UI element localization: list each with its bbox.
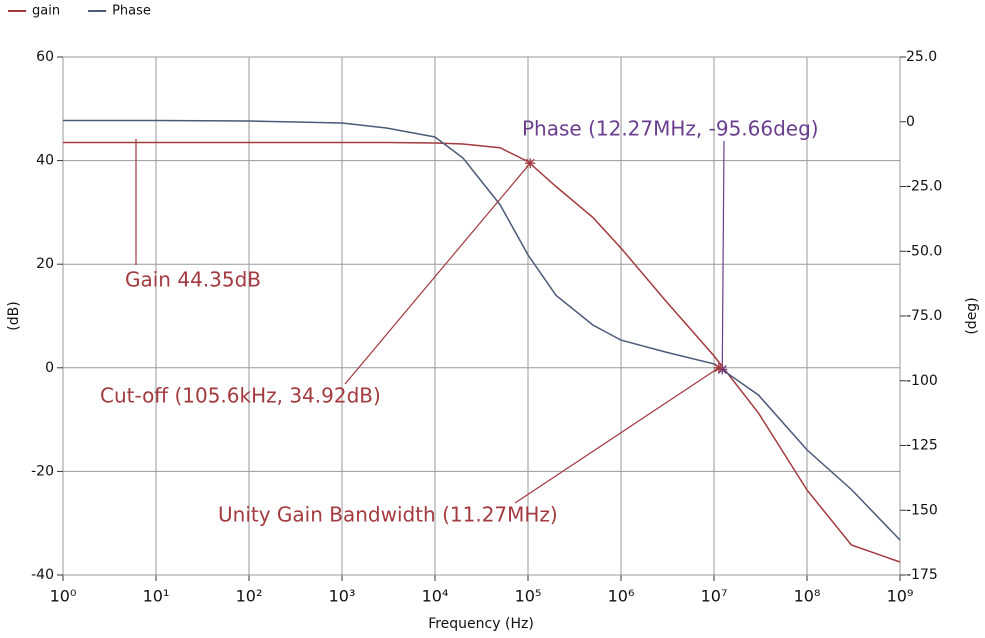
y-tick-label: 60: [36, 49, 54, 65]
y-axis-label: (dB): [6, 301, 22, 330]
y2-tick-label: -75.0: [906, 308, 942, 324]
y-tick-label: -20: [31, 463, 54, 479]
x-tick-label: 10⁷: [701, 587, 728, 606]
x-tick-label: 10²: [236, 587, 263, 606]
annotation-leader: [721, 140, 725, 370]
y2-tick-label: -100: [906, 373, 938, 389]
x-tick-label: 10⁸: [794, 587, 821, 606]
annotation-text: Unity Gain Bandwidth (11.27MHz): [218, 503, 558, 527]
y2-tick-label: 0: [906, 114, 915, 130]
plot-area: [62, 56, 901, 576]
annotation-marker: [525, 158, 536, 169]
x-tick-label: 10⁹: [887, 587, 914, 606]
y2-axis-label: (deg): [964, 297, 980, 334]
x-tick-label: 10⁴: [422, 587, 449, 606]
x-tick-label: 10⁶: [608, 587, 635, 606]
annotation-leader: [514, 367, 720, 504]
y-tick-label: 40: [36, 153, 54, 169]
x-tick-label: 10⁰: [50, 587, 77, 606]
y2-tick-label: -125: [906, 438, 938, 454]
y2-tick-label: 25.0: [906, 49, 937, 65]
y2-tick-label: -150: [906, 502, 938, 518]
y2-tick-label: -175: [906, 567, 938, 583]
series-line: [63, 119, 901, 541]
annotation-text: Phase (12.27MHz, -95.66deg): [522, 117, 819, 141]
legend-label: Phase: [112, 4, 151, 19]
x-tick-label: 10⁵: [515, 587, 542, 606]
legend-label: gain: [32, 4, 60, 19]
y-tick-label: -40: [31, 567, 54, 583]
y-tick-label: 0: [45, 360, 54, 376]
series-line: [63, 141, 901, 563]
x-tick-label: 10¹: [143, 587, 170, 606]
annotation-marker: [713, 362, 724, 373]
y-tick-label: 20: [36, 256, 54, 272]
y2-tick-label: -50.0: [906, 243, 942, 259]
y2-tick-label: -25.0: [906, 179, 942, 195]
x-axis-label: Frequency (Hz): [428, 616, 534, 632]
annotation-marker: [717, 364, 728, 375]
annotation-leader: [344, 162, 531, 385]
annotation-text: Cut-off (105.6kHz, 34.92dB): [100, 384, 381, 408]
annotation-text: Gain 44.35dB: [125, 268, 261, 292]
x-tick-label: 10³: [329, 587, 356, 606]
